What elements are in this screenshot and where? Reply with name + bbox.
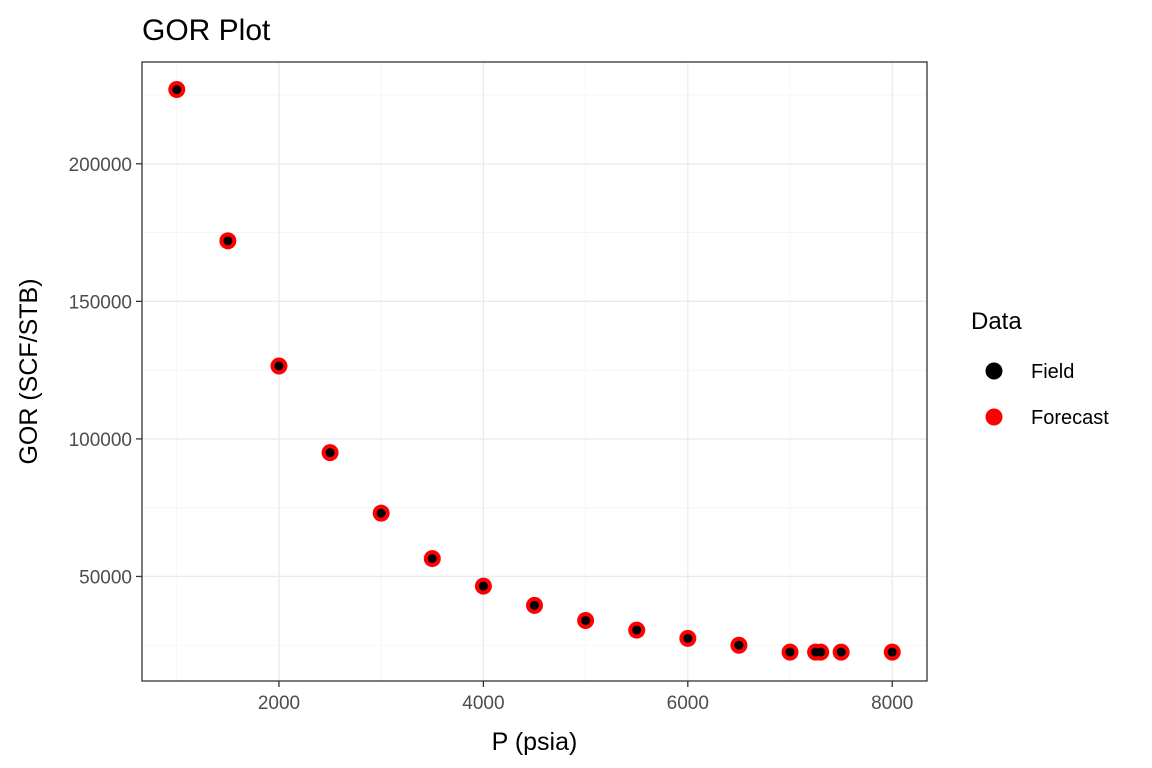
chart-title: GOR Plot bbox=[142, 14, 271, 47]
field-point bbox=[734, 640, 744, 650]
legend-key-field bbox=[985, 362, 1003, 380]
legend-entries: Field Forecast bbox=[985, 361, 1109, 429]
field-point bbox=[581, 615, 591, 625]
x-tick-label: 4000 bbox=[462, 693, 504, 714]
series-field bbox=[172, 85, 897, 657]
y-tick-label: 100000 bbox=[69, 430, 132, 451]
x-tick-label: 8000 bbox=[871, 693, 913, 714]
y-tick-label: 150000 bbox=[69, 292, 132, 313]
field-point bbox=[785, 647, 795, 657]
field-point bbox=[427, 554, 437, 564]
x-tick-label: 6000 bbox=[667, 693, 709, 714]
field-point bbox=[172, 85, 182, 95]
field-point bbox=[376, 508, 386, 518]
field-point bbox=[223, 236, 233, 246]
plot-panel bbox=[141, 61, 928, 682]
legend-key-forecast bbox=[985, 408, 1003, 426]
x-tick-label: 2000 bbox=[258, 693, 300, 714]
field-point bbox=[632, 625, 642, 635]
y-tick-label: 200000 bbox=[69, 155, 132, 176]
field-point bbox=[478, 581, 488, 591]
y-axis-title: GOR (SCF/STB) bbox=[15, 278, 43, 464]
field-point bbox=[836, 647, 846, 657]
field-point bbox=[325, 448, 335, 458]
field-point bbox=[530, 600, 539, 610]
panel-border bbox=[141, 61, 928, 682]
legend-title: Data bbox=[971, 308, 1022, 335]
x-axis-title: P (psia) bbox=[492, 728, 578, 756]
field-point bbox=[816, 647, 826, 657]
grid-lines bbox=[142, 62, 927, 681]
x-axis: 2000 4000 6000 8000 bbox=[258, 681, 913, 714]
y-tick-label: 50000 bbox=[79, 567, 132, 588]
field-point bbox=[683, 633, 693, 643]
panel-background bbox=[142, 62, 927, 681]
legend-label-forecast: Forecast bbox=[1031, 407, 1109, 429]
legend: Data Field Forecast bbox=[971, 308, 1109, 429]
legend-label-field: Field bbox=[1031, 361, 1074, 383]
field-point bbox=[274, 361, 284, 371]
field-point bbox=[887, 647, 897, 657]
y-axis: 50000 100000 150000 200000 bbox=[69, 155, 142, 588]
